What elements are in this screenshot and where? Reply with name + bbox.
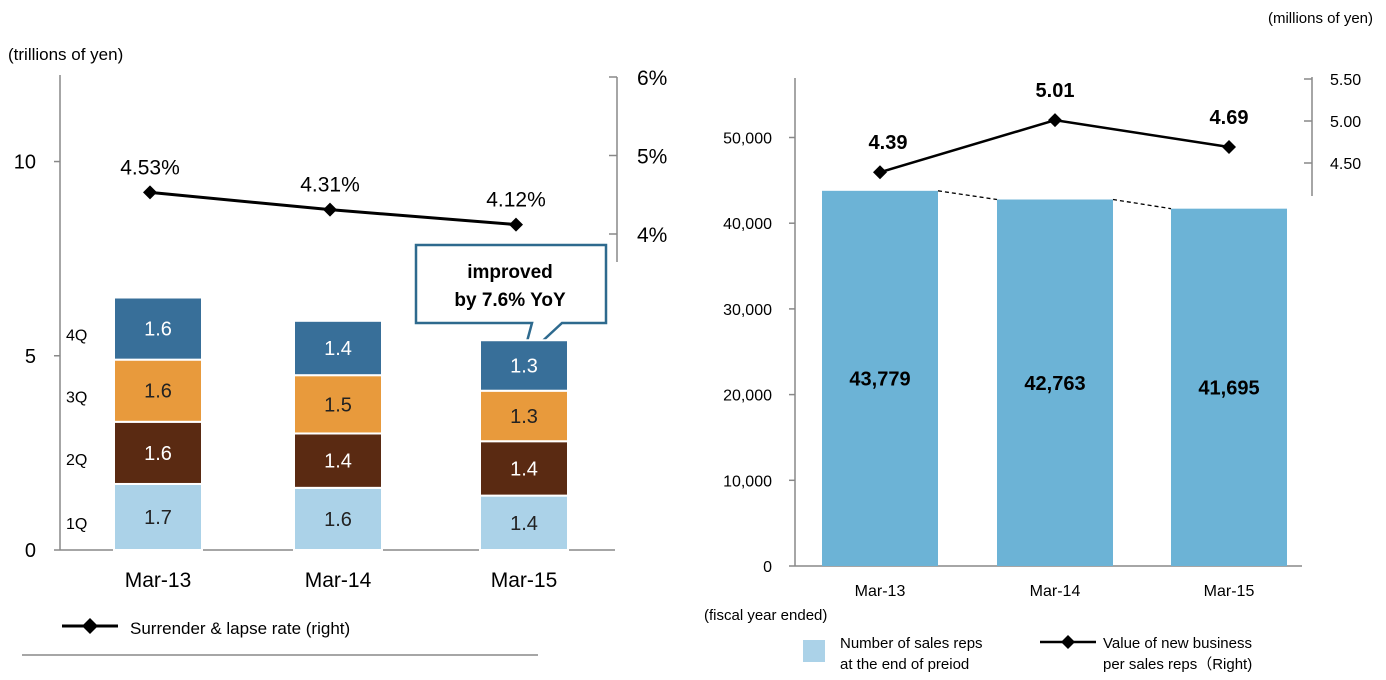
left-line-label-Mar-13: 4.53%: [120, 156, 180, 179]
left-bar-Mar-13-4Q: [113, 296, 203, 361]
left-bar-Mar-14-4Q: [293, 319, 383, 377]
right-connector-0: [937, 190, 998, 201]
left-bar-Mar-15-1Q: [479, 494, 569, 552]
left-bar-Mar-13-3Q: [113, 358, 203, 423]
right-line-series: [879, 118, 1230, 174]
right-legend-bar-line1: Number of sales reps: [840, 635, 983, 652]
right-legend-diamond: [1061, 635, 1075, 649]
right-line-label-Mar-13: 4.39: [869, 132, 908, 154]
left-y2-tick-label-0: 4%: [637, 224, 667, 247]
left-y-tick-label-5: 5: [25, 346, 36, 368]
left-bar-Mar-15-4Q: [479, 339, 569, 392]
left-bar-label-Mar-15-4Q: 1.3: [510, 355, 538, 377]
right-line-point-Mar-13: [873, 165, 887, 180]
left-legend-diamond: [82, 618, 98, 634]
right-bar-Mar-13: [822, 190, 938, 566]
left-y2-tick-label-1: 5%: [637, 146, 667, 169]
right-legend-bar-swatch: [803, 640, 825, 662]
left-bar-Mar-14-1Q: [293, 486, 383, 552]
left-bar-label-Mar-13-2Q: 1.6: [144, 443, 172, 465]
left-bar-label-Mar-14-2Q: 1.4: [324, 451, 352, 473]
left-bar-label-Mar-13-1Q: 1.7: [144, 507, 172, 529]
left-legend-label: Surrender & lapse rate (right): [130, 619, 350, 638]
left-line-label-Mar-14: 4.31%: [300, 174, 360, 197]
left-ylabel: (trillions of yen): [8, 45, 123, 64]
right-y-tick-label-4: 40,000: [723, 216, 772, 233]
right-y-tick-label-3: 30,000: [723, 302, 772, 319]
right-legend-bar-line2: at the end of preiod: [840, 656, 969, 673]
right-y2-tick-label-2: 5.50: [1330, 72, 1361, 89]
right-x-tick-Mar-15: Mar-15: [1204, 583, 1255, 600]
left-bar-Mar-14-3Q: [293, 374, 383, 435]
right-bar-label-Mar-15: 41,695: [1198, 377, 1259, 399]
callout-box: improved by 7.6% YoY: [414, 243, 608, 364]
left-series-label-3Q: 3Q: [66, 390, 87, 407]
left-bar-Mar-13-2Q: [113, 420, 203, 485]
left-line-point-Mar-13: [143, 185, 157, 200]
left-x-tick-Mar-15: Mar-15: [491, 569, 558, 592]
right-x-tick-Mar-13: Mar-13: [855, 583, 906, 600]
right-y2-tick-label-0: 4.50: [1330, 156, 1361, 173]
left-y2-tick-label-2: 6%: [637, 67, 667, 90]
left-bar-label-Mar-15-1Q: 1.4: [510, 513, 538, 535]
callout-line1: improved: [467, 262, 553, 283]
right-legend-line-line2: per sales reps（Right): [1103, 656, 1252, 673]
left-y-tick-label-0: 0: [25, 540, 36, 562]
left-bar-label-Mar-14-1Q: 1.6: [324, 509, 352, 531]
right-line-label-Mar-14: 5.01: [1036, 80, 1075, 102]
right-x-tick-Mar-14: Mar-14: [1030, 583, 1081, 600]
right-y2-tick-label-1: 5.00: [1330, 114, 1361, 131]
left-bar-Mar-14-2Q: [293, 432, 383, 489]
left-y-tick-label-10: 10: [14, 152, 36, 174]
left-bar-Mar-15-3Q: [479, 389, 569, 443]
left-bar-Mar-15-2Q: [479, 440, 569, 497]
right-line-point-Mar-14: [1048, 113, 1062, 128]
right-bar-label-Mar-13: 43,779: [849, 368, 910, 390]
left-x-tick-Mar-14: Mar-14: [305, 569, 372, 592]
right-bar-label-Mar-14: 42,763: [1024, 373, 1085, 395]
callout-line2: by 7.6% YoY: [454, 290, 566, 311]
left-x-tick-Mar-13: Mar-13: [125, 569, 192, 592]
right-y-tick-label-0: 0: [763, 559, 772, 576]
left-bar-label-Mar-13-3Q: 1.6: [144, 381, 172, 403]
left-bar-label-Mar-13-4Q: 1.6: [144, 319, 172, 341]
right-connector-1: [1112, 198, 1172, 210]
right-xlabel: (fiscal year ended): [704, 607, 827, 624]
left-line-point-Mar-15: [509, 217, 523, 232]
right-y-tick-label-2: 20,000: [723, 388, 772, 405]
right-y-tick-label-1: 10,000: [723, 473, 772, 490]
left-bar-label-Mar-15-3Q: 1.3: [510, 406, 538, 428]
left-bar-label-Mar-14-3Q: 1.5: [324, 394, 352, 416]
left-series-label-1Q: 1Q: [66, 516, 87, 533]
left-series-label-4Q: 4Q: [66, 328, 87, 345]
right-bar-Mar-14: [997, 199, 1113, 566]
right-line-label-Mar-15: 4.69: [1210, 107, 1249, 129]
right-bar-Mar-15: [1171, 208, 1287, 567]
right-y-tick-label-5: 50,000: [723, 131, 772, 148]
left-line-point-Mar-14: [323, 202, 337, 217]
right-legend-line-line1: Value of new business: [1103, 635, 1252, 652]
left-series-label-2Q: 2Q: [66, 452, 87, 469]
right-line-point-Mar-15: [1222, 140, 1236, 155]
left-bar-label-Mar-14-4Q: 1.4: [324, 338, 352, 360]
left-line-label-Mar-15: 4.12%: [486, 189, 546, 212]
right-y2label: (millions of yen): [1268, 10, 1373, 27]
left-bar-label-Mar-15-2Q: 1.4: [510, 458, 538, 480]
